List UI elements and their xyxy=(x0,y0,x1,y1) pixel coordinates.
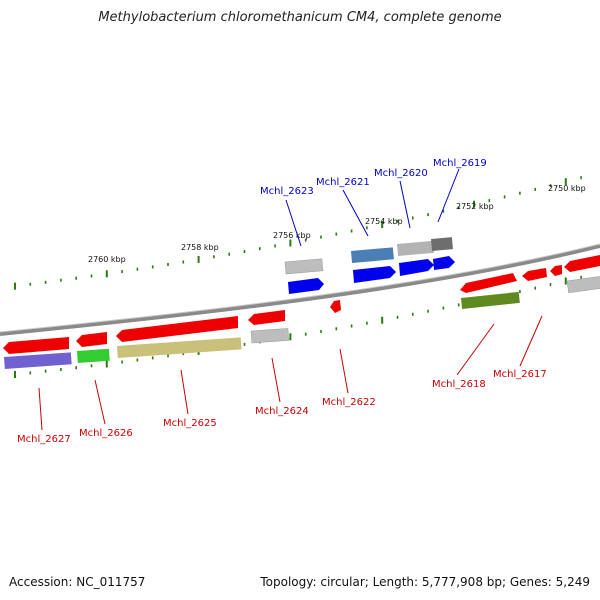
gene-label-2627: Mchl_2627 xyxy=(17,434,71,445)
gene-red-forward-2[interactable] xyxy=(550,265,562,276)
topology-text: Topology: circular; Length: 5,777,908 bp… xyxy=(260,575,590,589)
upper-scale-ticks xyxy=(14,176,582,290)
gene-2625-lower[interactable] xyxy=(117,337,242,358)
leader-2617 xyxy=(519,315,543,367)
scale-label-2754: 2754 kbp xyxy=(365,217,403,226)
gene-2621-lower[interactable] xyxy=(353,266,396,283)
gene-label-2624: Mchl_2624 xyxy=(255,406,309,417)
gene-2622[interactable] xyxy=(330,300,341,313)
leader-2618 xyxy=(456,323,495,376)
gene-2627-upper[interactable] xyxy=(3,337,69,354)
accession-text: Accession: NC_011757 xyxy=(9,575,146,589)
gene-label-2625: Mchl_2625 xyxy=(163,418,217,429)
forward-strand-genes xyxy=(284,237,600,309)
gene-label-2620: Mchl_2620 xyxy=(374,168,428,179)
gene-2619-upper[interactable] xyxy=(430,237,453,251)
gene-2623[interactable] xyxy=(288,278,324,294)
gene-2626-upper[interactable] xyxy=(76,332,107,347)
gene-2625-upper[interactable] xyxy=(116,316,238,342)
gene-2619-lower[interactable] xyxy=(433,256,455,270)
leader-2626 xyxy=(94,379,106,425)
gene-gray-forward-1[interactable] xyxy=(284,258,324,275)
leader-2620 xyxy=(399,180,411,229)
scale-label-2760: 2760 kbp xyxy=(88,255,126,264)
gene-gray-forward-2[interactable] xyxy=(566,275,600,294)
scale-label-2758: 2758 kbp xyxy=(181,243,219,252)
scale-label-2750: 2750 kbp xyxy=(548,184,586,193)
gene-label-2622: Mchl_2622 xyxy=(322,397,376,408)
figure-title: Methylobacterium chloromethanicum CM4, c… xyxy=(98,10,502,25)
gene-label-2617: Mchl_2617 xyxy=(493,369,547,380)
scale-label-2752: 2752 kbp xyxy=(456,202,494,211)
gene-2618-lower[interactable] xyxy=(460,291,520,309)
gene-2620-upper[interactable] xyxy=(397,240,434,256)
gene-2626-lower[interactable] xyxy=(77,348,110,363)
genome-backbone xyxy=(0,244,600,336)
gene-2620-lower[interactable] xyxy=(399,259,434,276)
leader-2627 xyxy=(38,387,43,431)
gene-red-forward-3[interactable] xyxy=(564,255,600,272)
leader-2622 xyxy=(339,348,349,394)
gene-label-2618: Mchl_2618 xyxy=(432,379,486,390)
gene-label-2623: Mchl_2623 xyxy=(260,186,314,197)
gene-2624-upper[interactable] xyxy=(248,310,285,325)
gene-2624-lower[interactable] xyxy=(250,328,290,344)
gene-label-2621: Mchl_2621 xyxy=(316,177,370,188)
gene-2621-upper[interactable] xyxy=(351,247,394,263)
leader-2619 xyxy=(437,168,460,223)
leader-2625 xyxy=(180,369,189,415)
leader-2624 xyxy=(271,357,281,403)
gene-2627-lower[interactable] xyxy=(4,352,72,369)
leader-2623 xyxy=(285,199,302,247)
gene-2618-upper[interactable] xyxy=(460,273,517,293)
leader-2621 xyxy=(342,189,369,237)
reverse-strand-genes xyxy=(3,300,341,369)
gene-label-2626: Mchl_2626 xyxy=(79,428,133,439)
gene-red-forward-1[interactable] xyxy=(522,268,547,281)
scale-label-2756: 2756 kbp xyxy=(273,231,311,240)
gene-label-2619: Mchl_2619 xyxy=(433,158,487,169)
